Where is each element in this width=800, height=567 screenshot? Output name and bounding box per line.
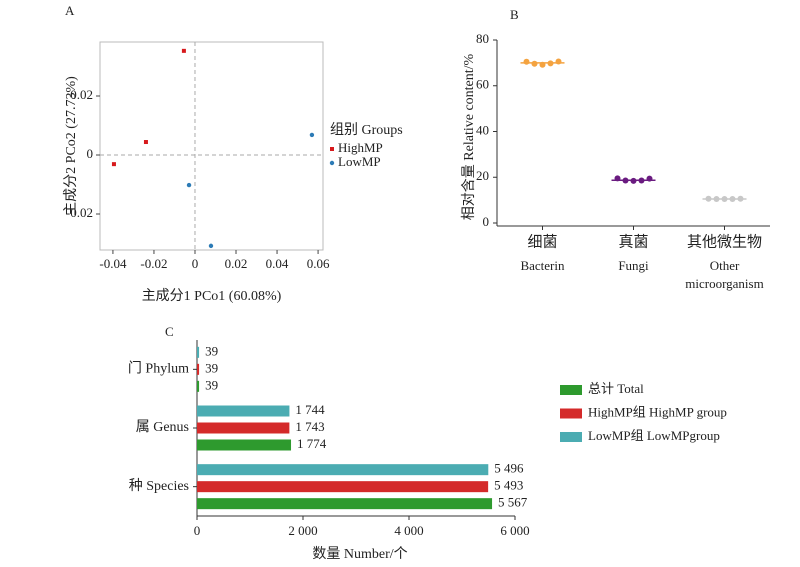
x-tick-label: 其他微生物: [687, 233, 762, 250]
point: [721, 195, 728, 202]
point: [539, 61, 546, 68]
bar: [197, 405, 290, 417]
x-tick-label: 真菌: [618, 232, 648, 250]
y-tick-label: 种 Species: [129, 478, 189, 494]
y-tick-label: 门 Phylum: [128, 361, 189, 377]
legend-swatch: [560, 385, 582, 395]
x-tick-label-en: Bacterin: [520, 258, 565, 273]
y-axis-label: 相对含量 Relative content/%: [461, 53, 477, 220]
point: [181, 48, 186, 53]
point: [713, 195, 720, 202]
value-label: 1 743: [295, 419, 324, 434]
x-tick-label: -0.04: [99, 256, 127, 271]
point: [646, 175, 653, 182]
bar: [197, 422, 290, 434]
bar: [197, 498, 493, 510]
value-label: 5 493: [494, 478, 523, 493]
y-tick-label: 60: [476, 77, 489, 92]
x-tick-label: 2 000: [288, 523, 317, 538]
point: [705, 195, 712, 202]
y-tick-label: 20: [476, 168, 489, 183]
value-label: 39: [205, 360, 218, 375]
bar: [197, 481, 489, 493]
legend-title: 组别 Groups: [330, 122, 403, 138]
point: [638, 177, 645, 184]
x-tick-label: 0.06: [307, 256, 330, 271]
y-tick-label: 属 Genus: [136, 420, 189, 435]
bar: [197, 380, 200, 392]
value-label: 39: [205, 377, 218, 392]
y-axis-label: 主成分2 PCo2 (27.73%): [63, 76, 79, 216]
x-tick-label: 0: [194, 523, 201, 538]
x-tick-label: 6 000: [500, 523, 529, 538]
x-axis-label: 数量 Number/个: [312, 546, 407, 562]
value-label: 1 774: [297, 436, 327, 451]
point: [614, 175, 621, 182]
point: [186, 182, 192, 188]
legend-swatch: [330, 147, 334, 151]
y-tick-label: -0.02: [66, 205, 93, 220]
legend-swatch: [329, 160, 335, 166]
point: [555, 58, 562, 65]
bar: [197, 464, 489, 476]
point: [547, 60, 554, 67]
legend-label: HighMP组 HighMP group: [588, 404, 727, 419]
y-tick-label: 0.02: [70, 87, 93, 102]
x-axis-label: 主成分1 PCo1 (60.08%): [142, 288, 282, 304]
point: [622, 177, 629, 184]
x-tick-label: 0.04: [266, 256, 289, 271]
point: [737, 195, 744, 202]
x-tick-label: 0: [192, 256, 199, 271]
panel-label: C: [165, 324, 174, 339]
legend-swatch: [560, 408, 582, 419]
x-tick-label-en: Other: [710, 258, 740, 273]
x-tick-label: 细菌: [527, 233, 557, 250]
plot-frame: [99, 41, 324, 251]
bar: [197, 346, 200, 358]
value-label: 5 567: [498, 495, 528, 510]
legend-swatch: [560, 432, 582, 442]
y-tick-label: 40: [476, 122, 489, 137]
x-tick-label: 4 000: [394, 523, 423, 538]
x-tick-label-en: microorganism: [685, 276, 763, 291]
point: [111, 162, 116, 167]
point: [309, 132, 315, 138]
value-label: 39: [205, 343, 218, 358]
legend-label: 总计 Total: [588, 381, 644, 396]
y-tick-label: 0: [483, 214, 490, 229]
y-tick-label: 80: [476, 31, 489, 46]
panel-label: B: [510, 7, 519, 22]
value-label: 1 744: [295, 402, 325, 417]
point: [523, 58, 530, 65]
x-tick-label: 0.02: [225, 256, 248, 271]
point: [143, 140, 148, 145]
x-tick-label: -0.02: [140, 256, 167, 271]
legend-label: LowMP: [338, 154, 381, 169]
point: [208, 243, 214, 249]
point: [630, 177, 637, 184]
value-label: 5 496: [494, 461, 524, 476]
legend-label: LowMP组 LowMPgroup: [588, 428, 720, 443]
x-tick-label-en: Fungi: [618, 258, 649, 273]
point: [729, 195, 736, 202]
legend-label: HighMP: [338, 140, 383, 155]
bar: [197, 439, 292, 451]
panel-label: A: [65, 3, 75, 18]
y-tick-label: 0: [87, 146, 94, 161]
bar: [197, 363, 200, 375]
point: [531, 60, 538, 67]
